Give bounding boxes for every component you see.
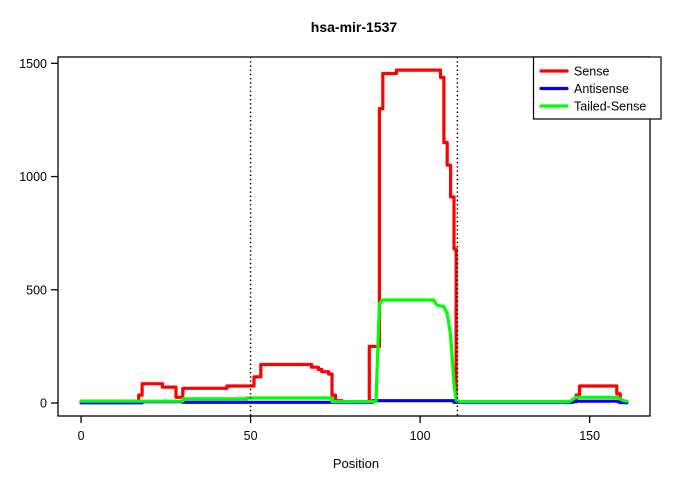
x-tick-label: 150 — [579, 429, 600, 443]
series-line-tailed-sense — [79, 298, 629, 404]
y-tick-label: 500 — [26, 283, 47, 297]
chart-title: hsa-mir-1537 — [311, 19, 398, 35]
x-tick-label: 0 — [78, 429, 85, 443]
legend-label-tailed-sense: Tailed-Sense — [574, 100, 646, 114]
y-tick-label: 1500 — [19, 57, 47, 71]
plot-area: 0 50 100 150050010001500SenseAntisenseTaile… — [19, 56, 662, 443]
legend-label-sense: Sense — [574, 65, 609, 79]
y-tick-label: 0 — [40, 396, 47, 410]
plot-box — [57, 56, 651, 417]
legend-label-antisense: Antisense — [574, 82, 629, 96]
y-tick-label: 1000 — [19, 170, 47, 184]
x-tick-label: 50 — [244, 429, 258, 443]
x-axis-label: Position — [333, 456, 379, 471]
series-line-sense — [79, 68, 629, 404]
x-tick-label: 100 — [410, 429, 431, 443]
